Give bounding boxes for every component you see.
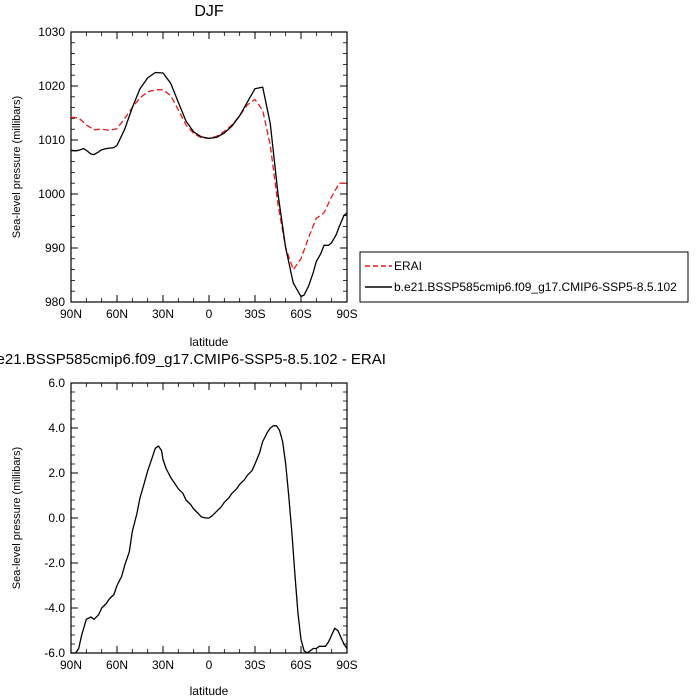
top-chart-y-tick-label: 990 [45,241,65,255]
top-chart-y-tick-label: 1030 [38,25,65,39]
top-chart-panel: DJF 90N 60N 30N 0 30S 60S 90S 980 990 1000 1010 102… [11,3,358,349]
bottom-chart-series-difference-line [71,425,348,654]
top-chart-y-tick-label: 1010 [38,133,65,147]
top-chart-x-tick-label: 60S [290,307,311,321]
top-chart-x-axis-label: latitude [190,335,229,349]
top-chart-series-model-line [70,71,348,298]
top-chart-plot-frame [70,31,348,303]
top-chart-x-tick-label: 60N [106,307,128,321]
top-chart-x-tick-label: 30S [244,307,265,321]
bottom-chart-y-tick-label: 0.0 [48,511,65,525]
bottom-chart-x-tick-label: 90S [336,658,357,672]
bottom-chart-x-axis-label: latitude [190,684,229,698]
bottom-chart-x-tick-label: 0 [206,658,213,672]
bottom-chart-y-tick-label: 6.0 [48,376,65,390]
bottom-chart-x-tick-label: 30S [244,658,265,672]
bottom-chart-title: b.e21.BSSP585cmip6.f09_g17.CMIP6-SSP5-8.… [0,351,386,368]
top-chart-y-axis-label: Sea-level pressure (millibars) [11,96,23,238]
top-chart-series-erai-line [70,89,347,271]
bottom-chart-panel: b.e21.BSSP585cmip6.f09_g17.CMIP6-SSP5-8.… [0,351,386,698]
top-chart-y-tick-label: 1000 [38,187,65,201]
bottom-chart-y-tick-label: 2.0 [48,466,65,480]
chart-legend: ERAI b.e21.BSSP585cmip6.f09_g17.CMIP6-SS… [359,251,689,303]
bottom-chart-y-axis-label: Sea-level pressure (millibars) [11,447,23,589]
top-chart-series [70,71,348,298]
top-chart-title: DJF [194,3,224,20]
top-chart-x-tick-label: 0 [206,307,213,321]
top-chart-y-tick-label: 980 [45,295,65,309]
top-chart-x-tick-label: 90N [60,307,82,321]
legend-box [359,251,689,303]
bottom-chart-ticks: 90N 60N 30N 0 30S 60S 90S -6.0 -4.0 -2.0 0.0 2.0 4.0… [44,376,357,672]
top-chart-x-tick-label: 90S [336,307,357,321]
bottom-chart-x-tick-label: 60S [290,658,311,672]
bottom-chart-y-tick-label: -2.0 [44,556,65,570]
legend-label-model: b.e21.BSSP585cmip6.f09_g17.CMIP6-SSP5-8.… [394,280,677,294]
bottom-chart-y-tick-label: 4.0 [48,421,65,435]
bottom-chart-series [71,425,348,654]
bottom-chart-y-tick-label: -6.0 [44,646,65,660]
bottom-chart-x-tick-label: 90N [60,658,82,672]
bottom-chart-x-tick-label: 30N [152,658,174,672]
bottom-chart-y-tick-label: -4.0 [44,601,65,615]
bottom-chart-x-tick-label: 60N [106,658,128,672]
legend-label-erai: ERAI [394,259,422,273]
top-chart-y-tick-label: 1020 [38,79,65,93]
top-chart-x-tick-label: 30N [152,307,174,321]
top-chart-ticks: 90N 60N 30N 0 30S 60S 90S 980 990 1000 1010 1020 103… [38,25,357,321]
